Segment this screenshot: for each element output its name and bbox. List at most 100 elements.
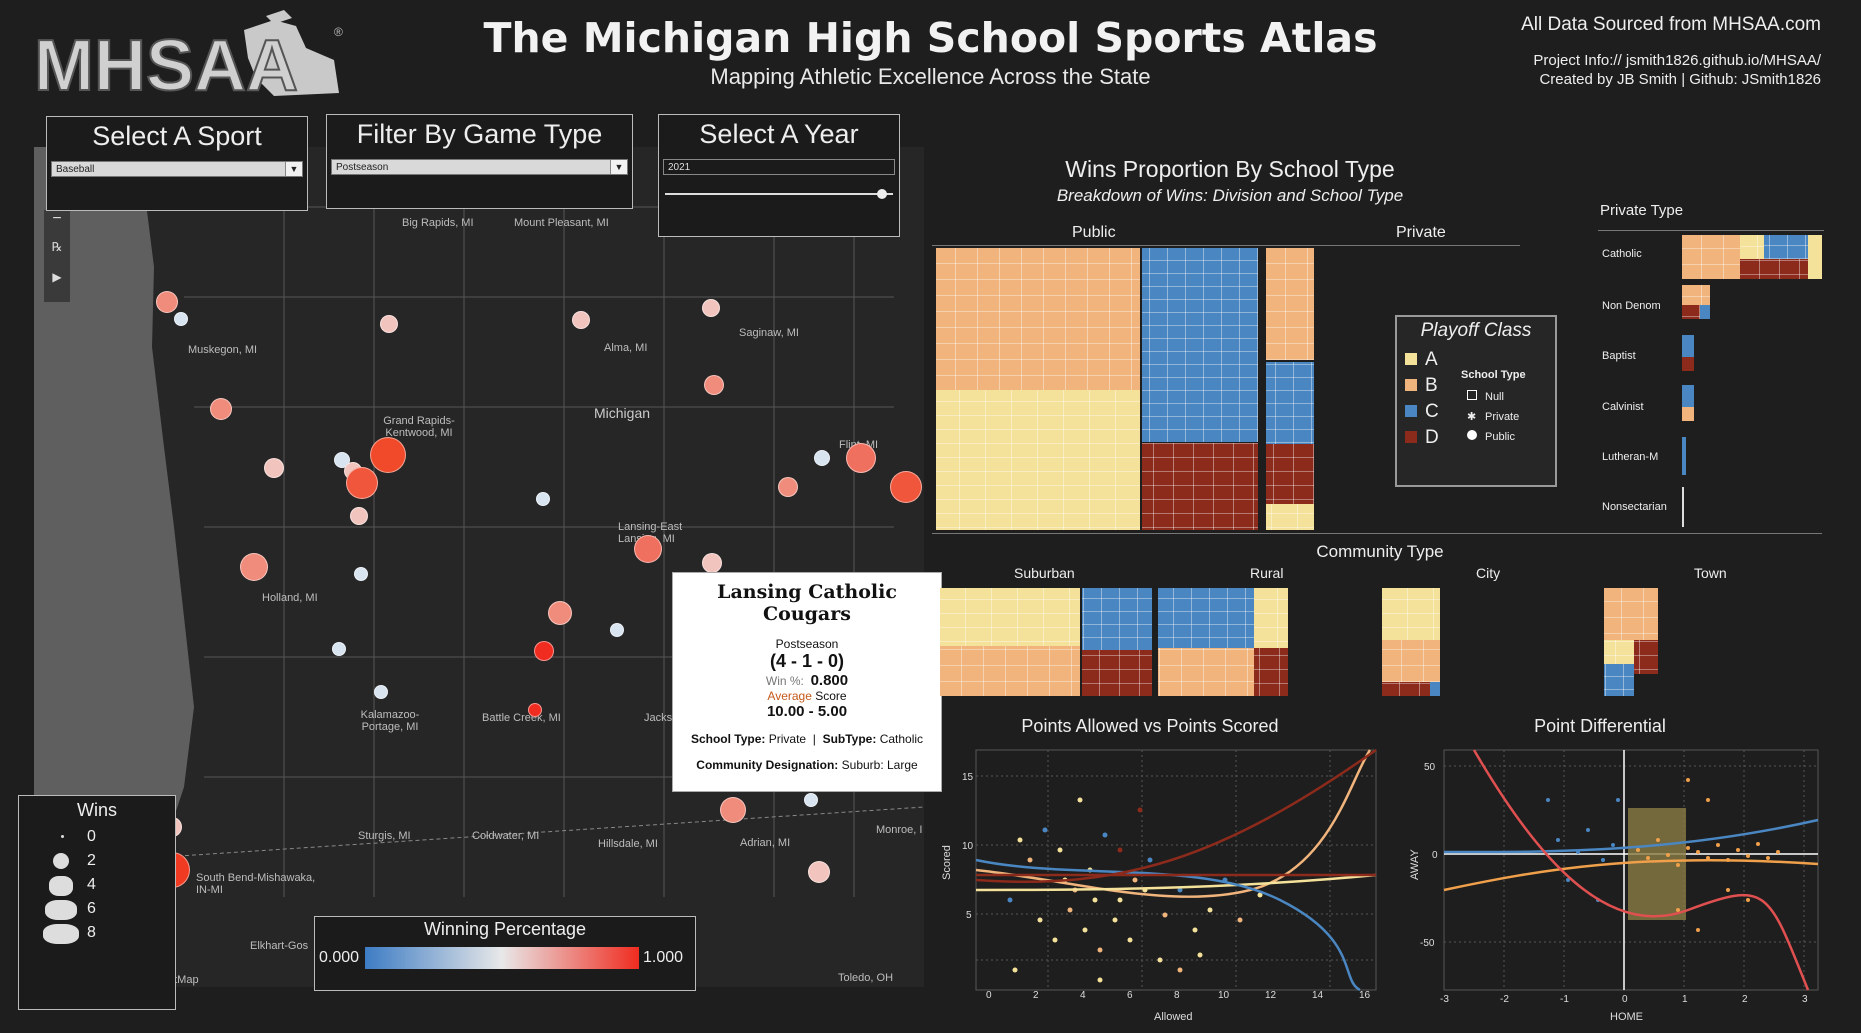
city-label: South Bend-Mishawaka, IN-MI bbox=[196, 872, 316, 896]
school-dot[interactable] bbox=[370, 437, 406, 473]
school-dot[interactable] bbox=[634, 535, 662, 563]
treemap-cell-public-a[interactable] bbox=[936, 390, 1140, 530]
school-dot[interactable] bbox=[536, 492, 550, 506]
private-type-treemap[interactable] bbox=[1680, 233, 1824, 533]
tooltip-avg-label: Average bbox=[767, 689, 812, 703]
wins-legend: Wins 0 2 4 6 8 bbox=[18, 795, 176, 1010]
school-dot[interactable] bbox=[702, 553, 722, 573]
game-type-select-value: Postseason bbox=[336, 162, 389, 173]
expand-toolbar-icon[interactable]: ▶ bbox=[52, 270, 62, 284]
school-dot[interactable] bbox=[374, 685, 388, 699]
school-dot[interactable] bbox=[354, 567, 368, 581]
win-pct-min: 0.000 bbox=[319, 949, 360, 966]
school-dot[interactable] bbox=[534, 641, 554, 661]
school-dot[interactable] bbox=[610, 623, 624, 637]
school-dot[interactable] bbox=[808, 861, 830, 883]
scatter2-xtick: -1 bbox=[1560, 994, 1569, 1005]
city-label: Sturgis, MI bbox=[358, 830, 411, 842]
chevron-down-icon[interactable]: ▼ bbox=[610, 160, 627, 174]
school-dot[interactable] bbox=[240, 553, 268, 581]
chevron-down-icon[interactable]: ▼ bbox=[285, 162, 302, 176]
wins-legend-value: 0 bbox=[87, 828, 96, 845]
school-dot[interactable] bbox=[332, 642, 346, 656]
treemap-cell-private-c[interactable] bbox=[1266, 362, 1314, 444]
treemap-subtitle: Breakdown of Wins: Division and School T… bbox=[1056, 186, 1404, 205]
playoff-class-label: D bbox=[1425, 427, 1439, 448]
school-dot[interactable] bbox=[846, 443, 876, 473]
school-type-legend-item: Public bbox=[1485, 431, 1515, 443]
school-dot[interactable] bbox=[814, 450, 830, 466]
year-slider[interactable] bbox=[665, 187, 893, 201]
scatter1-xtick: 12 bbox=[1265, 990, 1277, 1001]
project-info[interactable]: Project Info:// jsmith1826.github.io/MHS… bbox=[1533, 52, 1821, 69]
zoom-out-button[interactable]: − bbox=[52, 210, 62, 227]
treemap-cell-public-b[interactable] bbox=[936, 248, 1140, 390]
city-label: Holland, MI bbox=[262, 592, 318, 604]
win-pct-legend-title: Winning Percentage bbox=[423, 919, 587, 939]
school-dot[interactable] bbox=[528, 703, 542, 717]
school-dot[interactable] bbox=[890, 471, 922, 503]
school-type-legend-item: Private bbox=[1485, 411, 1520, 423]
tooltip-school-type-label: School Type: bbox=[690, 732, 766, 746]
logo-text: MHSAA bbox=[34, 26, 298, 98]
sport-select[interactable]: Baseball ▼ bbox=[51, 161, 303, 177]
created-by: Created by JB Smith | Github: JSmith1826 bbox=[1539, 71, 1821, 88]
treemap-cell-public-d[interactable] bbox=[1142, 443, 1258, 530]
scatter2-xlabel: HOME bbox=[1610, 1011, 1643, 1023]
data-source: All Data Sourced from MHSAA.com bbox=[1521, 14, 1821, 35]
school-dot[interactable] bbox=[174, 312, 188, 326]
city-label: Grand Rapids-Kentwood, MI bbox=[383, 415, 455, 439]
treemap-cell-private-d[interactable] bbox=[1266, 444, 1314, 504]
school-dot[interactable] bbox=[350, 507, 368, 525]
game-type-filter-panel: Filter By Game Type Postseason ▼ bbox=[326, 114, 633, 209]
playoff-class-legend: Playoff Class A B C D School Type Null ✱… bbox=[1395, 315, 1557, 487]
point-differential-chart[interactable]: 50 0 -50 -3 -2 -1 0 1 2 3 HOME AWAY bbox=[1388, 740, 1828, 1030]
wins-legend-value: 2 bbox=[87, 852, 96, 869]
year-input[interactable]: 2021 bbox=[663, 159, 895, 175]
game-type-select[interactable]: Postseason ▼ bbox=[331, 159, 628, 175]
city-label: Coldwater, MI bbox=[472, 830, 540, 842]
school-dot[interactable] bbox=[572, 311, 590, 329]
scatter1-xtick: 8 bbox=[1174, 990, 1180, 1001]
school-dot[interactable] bbox=[704, 375, 724, 395]
school-map[interactable]: Big Rapids, MI Mount Pleasant, MI Muskeg… bbox=[34, 147, 924, 987]
scatter1-xtick: 2 bbox=[1033, 990, 1039, 1001]
school-dot[interactable] bbox=[720, 797, 746, 823]
year-slider-handle[interactable] bbox=[877, 189, 887, 199]
reset-map-icon[interactable]: ℞ bbox=[51, 240, 63, 254]
school-dot[interactable] bbox=[210, 398, 232, 420]
tooltip-subtype: Catholic bbox=[879, 732, 924, 746]
community-treemap[interactable] bbox=[940, 586, 1660, 700]
school-dot[interactable] bbox=[778, 477, 798, 497]
tooltip-win-pct-label: Win %: bbox=[765, 674, 804, 688]
city-label: Muskegon, MI bbox=[188, 344, 258, 356]
school-tooltip: Lansing Catholic Cougars Postseason (4 -… bbox=[672, 572, 942, 792]
school-dot[interactable] bbox=[702, 299, 720, 317]
treemap-cell-private-b[interactable] bbox=[1266, 248, 1314, 360]
wins-legend-title: Wins bbox=[77, 800, 117, 820]
private-type-item: Lutheran-M bbox=[1602, 451, 1659, 463]
treemap-cell-private-a[interactable] bbox=[1266, 504, 1314, 530]
city-label: Hillsdale, MI bbox=[598, 838, 658, 850]
treemap-cell-public-c[interactable] bbox=[1142, 248, 1258, 442]
school-dot[interactable] bbox=[264, 458, 284, 478]
scatter2-xtick: 2 bbox=[1742, 994, 1748, 1005]
scatter2-xtick: -2 bbox=[1500, 994, 1509, 1005]
city-label: Battle Creek, MI bbox=[482, 712, 561, 724]
city-label: Lansing-East Lansing, MI bbox=[618, 521, 683, 545]
school-dot[interactable] bbox=[804, 793, 818, 807]
scatter1-xtick: 6 bbox=[1127, 990, 1133, 1001]
points-scatter-chart[interactable]: 15 10 5 0 2 4 6 8 10 12 14 16 Allowed Sc… bbox=[920, 740, 1390, 1030]
school-dot[interactable] bbox=[156, 291, 178, 313]
community-label: Rural bbox=[1250, 565, 1284, 581]
private-type-item: Calvinist bbox=[1602, 401, 1644, 413]
public-private-treemap[interactable] bbox=[934, 248, 1314, 530]
game-type-filter-label: Filter By Game Type bbox=[356, 119, 603, 149]
scatter1-ylabel: Scored bbox=[941, 845, 953, 880]
school-dot[interactable] bbox=[548, 601, 572, 625]
year-input-value: 2021 bbox=[668, 162, 691, 173]
school-dot[interactable] bbox=[380, 315, 398, 333]
sport-filter-panel: Select A Sport Baseball ▼ bbox=[46, 116, 308, 211]
playoff-legend-title: Playoff Class bbox=[1420, 320, 1532, 341]
school-dot[interactable] bbox=[346, 467, 378, 499]
